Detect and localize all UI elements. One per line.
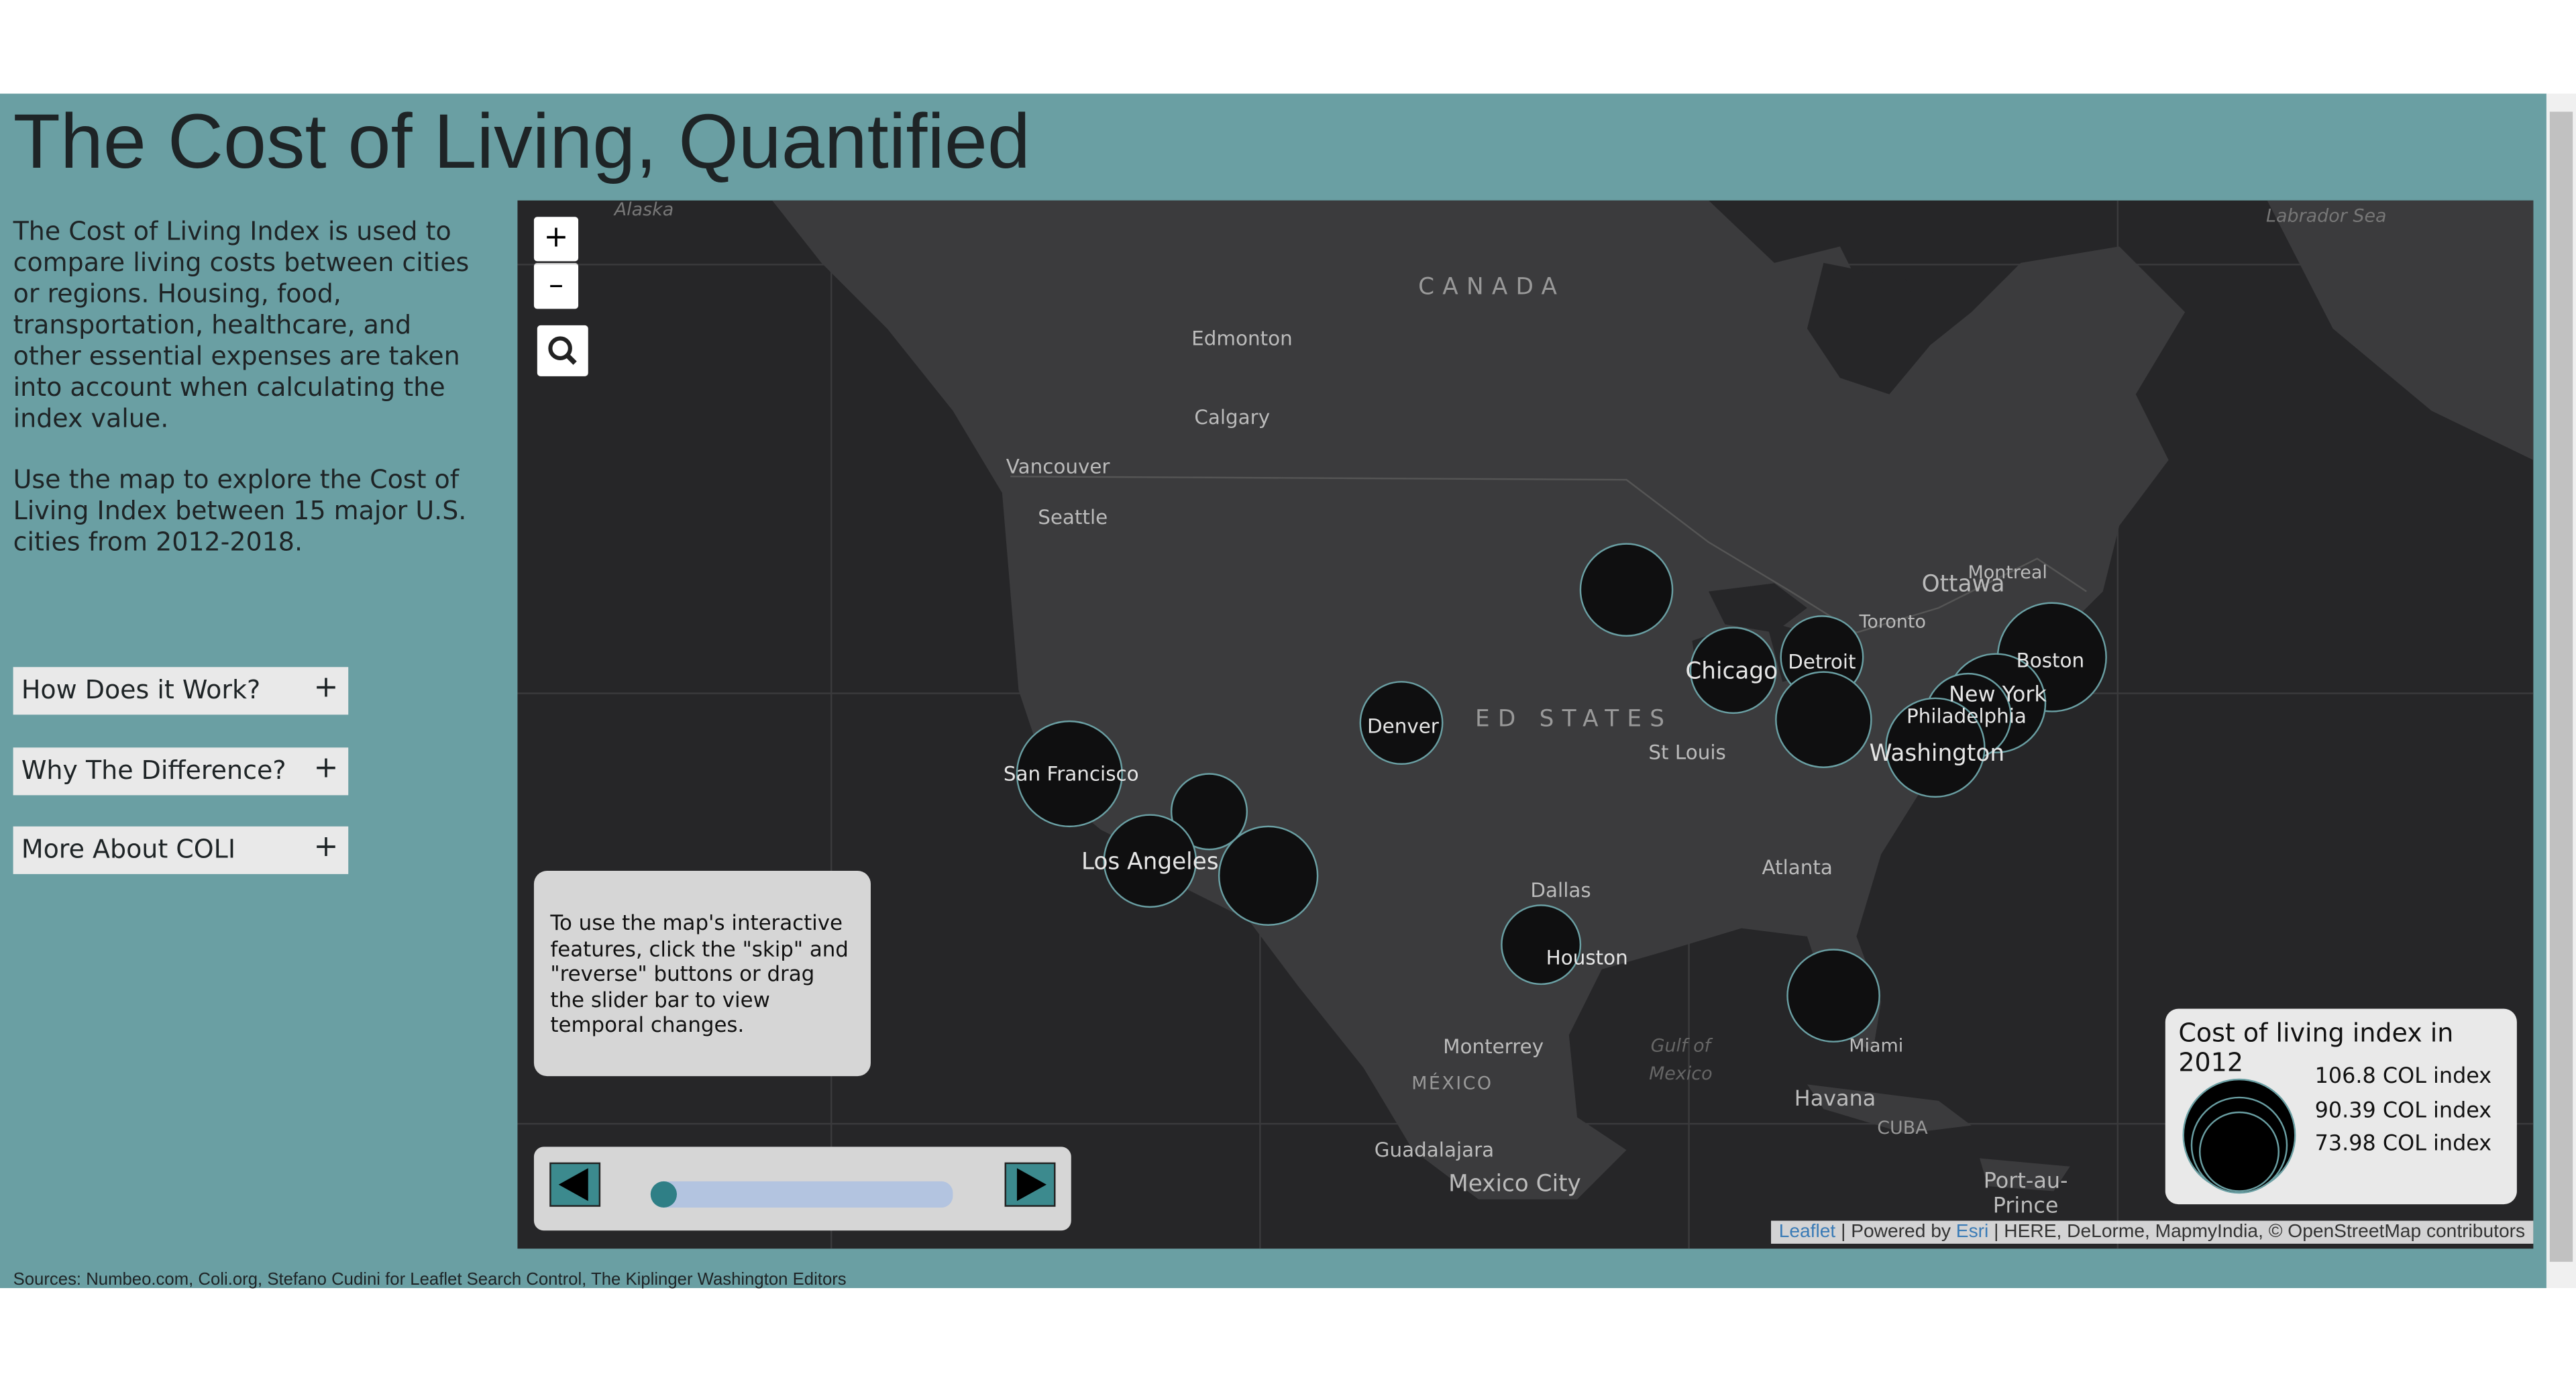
sources: Sources: Numbeo.com, Coli.org, Stefano C… (13, 1270, 847, 1290)
city-label: Houston (1546, 947, 1628, 969)
zoom-out-button[interactable]: – (533, 262, 579, 309)
accordion-icon: + (313, 670, 339, 705)
map-label: Monterrey (1443, 1035, 1544, 1058)
land (1807, 1084, 2070, 1191)
accordion-label: More About COLI (21, 835, 236, 865)
city-circle[interactable] (1103, 814, 1197, 908)
city-label: Boston (2017, 649, 2085, 672)
city-label: San Francisco (1004, 762, 1139, 785)
time-slider-panel (533, 1147, 1071, 1231)
map-label: Atlanta (1762, 856, 1833, 879)
attribution-link[interactable]: Esri (1955, 1222, 1989, 1242)
intro-paragraph: The Cost of Living Index is used to comp… (13, 217, 470, 434)
zoom-in-button[interactable]: + (533, 217, 579, 262)
city-label: Denver (1367, 714, 1440, 737)
accordion-label: How Does it Work? (21, 675, 261, 705)
reverse-icon (558, 1168, 588, 1202)
city-circle[interactable] (1689, 627, 1777, 714)
accordion-label: Why The Difference? (21, 755, 286, 786)
scroll-thumb[interactable] (2549, 111, 2573, 1262)
map-label: Port-au- (1984, 1168, 2068, 1193)
city-circle[interactable] (1359, 681, 1444, 765)
search-icon (548, 336, 577, 365)
accordion-button[interactable]: More About COLI + (13, 826, 349, 874)
map-label: Ottawa (1922, 571, 2005, 598)
map-label: Miami (1849, 1035, 1903, 1056)
city-label: New York (1949, 682, 2047, 707)
map-label: Guadalajara (1375, 1138, 1494, 1161)
accordion-icon: + (313, 829, 339, 865)
attribution-link[interactable]: Leaflet (1778, 1222, 1836, 1242)
legend-circle (2198, 1111, 2279, 1192)
page-title: The Cost of Living, Quantified (13, 97, 1030, 184)
skip-icon (1016, 1168, 1047, 1202)
city-label: Detroit (1788, 651, 1856, 674)
legend-item: 106.8 COL index (2314, 1064, 2492, 1089)
city-label: Chicago (1685, 657, 1778, 684)
map-label: Alaska (613, 201, 674, 220)
map-label: Seattle (1038, 506, 1108, 529)
map-label: St Louis (1648, 741, 1725, 763)
city-circle[interactable] (1885, 697, 1986, 798)
city-circles (1016, 543, 2107, 1043)
map-label: Montreal (1968, 562, 2047, 583)
city-circle[interactable] (1016, 720, 1123, 828)
slider-track[interactable] (652, 1181, 953, 1208)
city-label: Philadelphia (1907, 705, 2027, 728)
land (2267, 200, 2534, 460)
map-label: Prince (1993, 1192, 2059, 1218)
city-circle[interactable] (1579, 543, 1674, 637)
map-label: Havana (1794, 1085, 1876, 1111)
instructions-box: To use the map's interactive features, c… (533, 870, 871, 1077)
map-label: Gulf of (1651, 1035, 1713, 1056)
map-label: CUBA (1877, 1118, 1928, 1138)
legend: Cost of living index in 2012 106.8 COL i… (2165, 1008, 2517, 1205)
city-circle[interactable] (1170, 773, 1248, 851)
accordion-button[interactable]: Why The Difference? + (13, 747, 349, 796)
map-label: CANADA (1418, 273, 1565, 300)
map-label: Labrador Sea (2266, 206, 2387, 227)
map-label: MÉXICO (1411, 1073, 1493, 1094)
border (1010, 475, 2087, 634)
attribution-text: | Powered by (1835, 1222, 1956, 1242)
slider-handle[interactable] (650, 1181, 677, 1208)
attribution: Leaflet | Powered by Esri | HERE, DeLorm… (1770, 1220, 2534, 1244)
instructions-text: To use the map's interactive features, c… (550, 910, 849, 1037)
search-button[interactable] (537, 325, 588, 376)
map-canvas[interactable]: Alaska CANADA Edmonton Calgary Vancouver Seat… (517, 200, 2534, 1249)
city-circle[interactable] (1775, 671, 1872, 768)
legend-item: 73.98 COL index (2314, 1132, 2492, 1157)
intro-paragraph: Use the map to explore the Cost of Livin… (13, 465, 467, 557)
city-circle[interactable] (1501, 904, 1582, 986)
legend-symbols (2182, 1078, 2296, 1194)
map-label: Calgary (1194, 406, 1270, 429)
legend-item: 90.39 COL index (2314, 1098, 2492, 1123)
accordion-icon: + (313, 751, 339, 786)
city-circle[interactable] (1218, 825, 1319, 926)
map-label: Toronto (1859, 612, 1926, 633)
attribution-text: | HERE, DeLorme, MapmyIndia, © OpenStree… (1988, 1222, 2526, 1242)
city-label: Washington (1870, 740, 2004, 767)
map-label: Vancouver (1006, 455, 1111, 478)
city-label: Los Angeles (1081, 849, 1219, 875)
accordion-button[interactable]: How Does it Work? + (13, 667, 349, 715)
lake (1692, 262, 1931, 698)
city-circle[interactable] (1786, 949, 1880, 1043)
slider-controls (549, 1162, 1056, 1208)
map-label: Mexico City (1448, 1171, 1581, 1198)
map-label: Dallas (1530, 879, 1591, 902)
map-label: ED STATES (1475, 705, 1672, 732)
map-label: Edmonton (1191, 327, 1293, 350)
legend-title: Cost of living index in 2012 (2178, 1018, 2454, 1078)
legend-items: 106.8 COL index 90.39 COL index 73.98 CO… (2315, 1061, 2492, 1163)
map-label: Mexico (1649, 1063, 1712, 1084)
